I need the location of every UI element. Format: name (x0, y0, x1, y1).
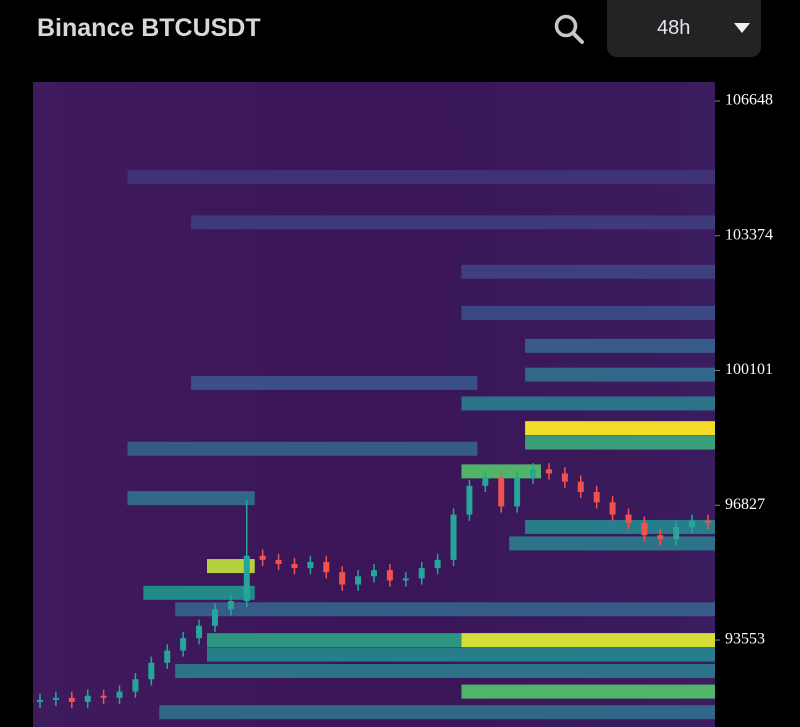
candle-body (450, 514, 457, 560)
heat-band (525, 338, 715, 353)
candle-body (402, 578, 409, 581)
candle-body (482, 477, 489, 486)
timeframe-label: 48h (657, 17, 691, 39)
candle-body (705, 520, 711, 523)
candle-body (386, 570, 393, 581)
y-axis: 93553 96827 100101 103374 106648 (715, 92, 773, 648)
title: Binance BTCUSDT (37, 14, 261, 42)
heat-band (461, 305, 715, 320)
candle-body (211, 609, 218, 626)
heat-band (461, 264, 715, 279)
candle-body (68, 697, 75, 702)
candle-body (577, 481, 584, 492)
candle-body (371, 570, 377, 577)
y-tick-label: 100101 (725, 361, 773, 378)
candle-body (132, 679, 139, 692)
candle-body (275, 559, 282, 565)
heat-band (525, 519, 715, 534)
candle-body (339, 572, 346, 585)
search-button[interactable] (552, 12, 586, 46)
candle-body (100, 695, 107, 698)
heat-band (175, 602, 715, 617)
heat-band (191, 215, 716, 230)
candle-body (37, 699, 43, 702)
candle-body (84, 695, 91, 702)
heat-band (509, 536, 715, 551)
heat-band (127, 170, 715, 185)
candle-body (609, 502, 616, 515)
candle-body (641, 522, 648, 536)
heat-band (207, 647, 715, 662)
y-tick-label: 106648 (725, 92, 773, 109)
heat-band (175, 664, 715, 679)
candle-body (657, 535, 664, 540)
y-tick-label: 93553 (725, 631, 765, 648)
heat-band (461, 684, 715, 699)
heat-band (159, 705, 716, 720)
heat-band (127, 441, 478, 456)
heat-band (143, 585, 255, 600)
timeframe-dropdown[interactable]: 48h (607, 0, 761, 57)
candle-body (307, 561, 314, 569)
candle-body (498, 477, 505, 507)
candle-body (530, 469, 537, 478)
candle-body (291, 564, 298, 569)
heat-band (461, 396, 715, 411)
heatmap (127, 170, 716, 720)
y-tick-label: 96827 (725, 496, 765, 513)
heat-band (525, 367, 715, 382)
candle-body (466, 485, 473, 515)
candle-body (148, 662, 155, 680)
candle-body (259, 555, 266, 560)
y-tick-label: 103374 (725, 226, 773, 243)
heat-band (525, 435, 715, 450)
candle-body (545, 469, 552, 474)
heat-band (127, 491, 255, 506)
candle-body (625, 514, 632, 523)
candle-body (164, 650, 171, 663)
candle-body (418, 568, 425, 579)
heat-band (207, 559, 255, 574)
candle-body (227, 601, 234, 610)
candle-body (196, 625, 203, 639)
header: Binance BTCUSDT 48h (0, 0, 800, 70)
candle-body (243, 555, 250, 602)
candle-body (689, 520, 696, 527)
heat-band (525, 421, 715, 436)
candle-body (323, 561, 330, 573)
candle-body (116, 691, 123, 698)
heat-band (461, 633, 715, 648)
candle-body (434, 559, 441, 569)
candles (37, 463, 711, 709)
candle-body (593, 491, 600, 503)
candle-body (52, 697, 59, 700)
dropdown-caret (734, 23, 750, 33)
heat-band (191, 375, 478, 390)
candle-body (355, 576, 362, 585)
candle-body (561, 473, 568, 482)
candle-body (514, 477, 521, 507)
candle-body (180, 638, 187, 651)
candle-body (673, 526, 680, 540)
